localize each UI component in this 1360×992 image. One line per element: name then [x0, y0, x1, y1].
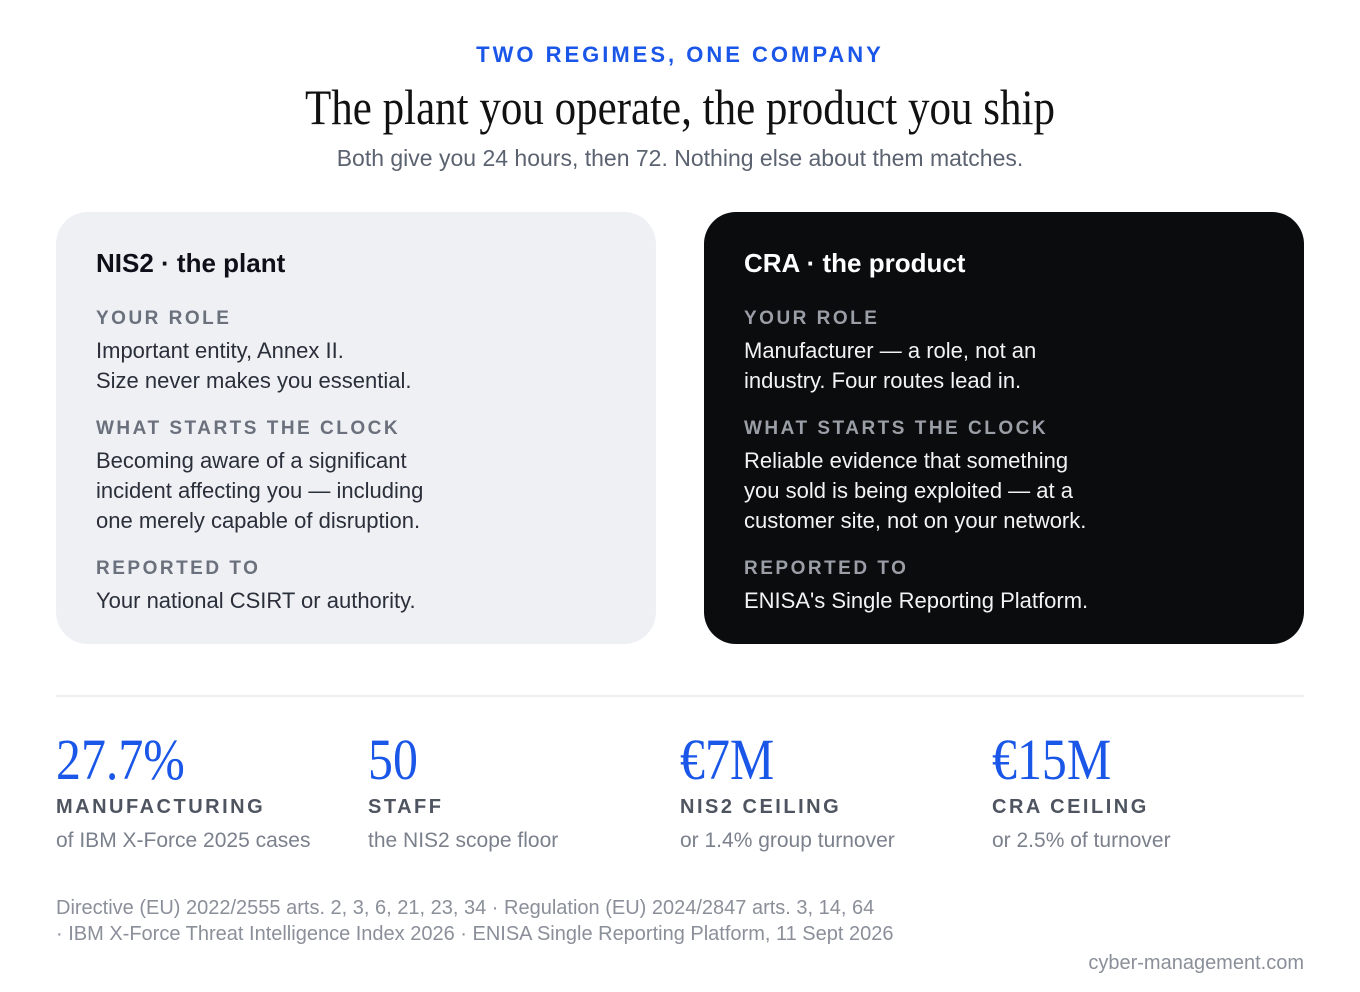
cra-card: CRA · the product YOUR ROLE Manufacturer… [704, 212, 1304, 644]
section-label: WHAT STARTS THE CLOCK [744, 418, 1049, 439]
stat-value: €7M [680, 727, 775, 792]
stat-label: MANUFACTURING [56, 796, 266, 818]
stat-label: CRA CEILING [992, 796, 1149, 818]
stat-value: €15M [992, 727, 1112, 792]
stat-value: 50 [368, 727, 418, 792]
section-label: REPORTED TO [744, 558, 909, 579]
stat-nis2-ceiling: €7M NIS2 CEILING or 1.4% group turnover [680, 728, 980, 853]
page-title: The plant you operate, the product you s… [305, 79, 1055, 135]
nis2-card: NIS2 · the plant YOUR ROLE Important ent… [56, 212, 656, 644]
section-text: Reliable evidence that something you sol… [744, 448, 1087, 533]
section-text: Your national CSIRT or authority. [96, 588, 416, 613]
stat-label: STAFF [368, 796, 444, 818]
card-title: NIS2 · the plant [96, 248, 286, 278]
stat-desc: of IBM X-Force 2025 cases [56, 829, 311, 852]
stat-value: 27.7% [56, 727, 185, 792]
section-text: Becoming aware of a significant incident… [96, 448, 424, 533]
divider [56, 695, 1304, 697]
stat-manufacturing: 27.7% MANUFACTURING of IBM X-Force 2025 … [56, 728, 356, 853]
eyebrow: TWO REGIMES, ONE COMPANY [476, 42, 884, 67]
section-label: YOUR ROLE [744, 308, 880, 329]
stat-desc: or 1.4% group turnover [680, 829, 895, 852]
stat-cra-ceiling: €15M CRA CEILING or 2.5% of turnover [992, 728, 1292, 853]
section-text: Important entity, Annex II. Size never m… [96, 338, 412, 393]
sources: Directive (EU) 2022/2555 arts. 2, 3, 6, … [56, 897, 894, 945]
stat-staff: 50 STAFF the NIS2 scope floor [368, 728, 668, 853]
page-subtitle: Both give you 24 hours, then 72. Nothing… [336, 145, 1024, 171]
section-text: ENISA's Single Reporting Platform. [744, 588, 1089, 613]
section-label: WHAT STARTS THE CLOCK [96, 418, 401, 439]
stat-desc: the NIS2 scope floor [368, 829, 559, 852]
site-url: cyber-management.com [1088, 952, 1304, 974]
stat-desc: or 2.5% of turnover [992, 829, 1171, 852]
stat-label: NIS2 CEILING [680, 796, 842, 818]
section-text: Manufacturer — a role, not an industry. … [744, 338, 1037, 393]
section-label: REPORTED TO [96, 558, 261, 579]
card-title: CRA · the product [744, 248, 966, 278]
section-label: YOUR ROLE [96, 308, 232, 329]
